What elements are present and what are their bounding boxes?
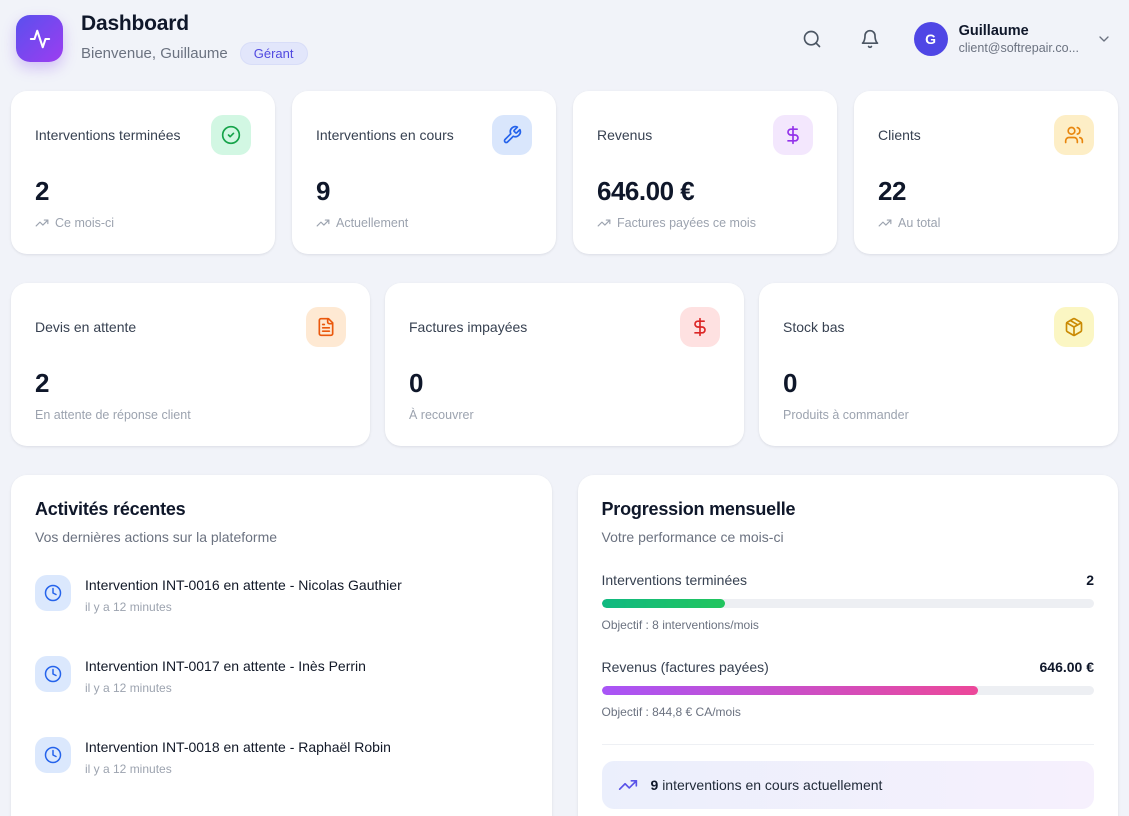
welcome-text: Bienvenue, Guillaume	[81, 45, 228, 62]
stat-title: Revenus	[597, 127, 653, 143]
progress-bar-fill	[601, 599, 725, 608]
metric-interventions: Interventions terminées 2 Objectif : 8 i…	[601, 572, 1094, 632]
header-left: Dashboard Bienvenue, Guillaume Gérant	[16, 12, 308, 65]
stat-card-factures-impayees: Factures impayées 0 À recouvrer	[385, 283, 744, 446]
dollar-sign-icon	[773, 115, 813, 155]
stat-value: 22	[878, 176, 906, 206]
metric-goal: Objectif : 844,8 € CA/mois	[601, 705, 741, 719]
role-badge: Gérant	[239, 42, 308, 65]
header-titles: Dashboard Bienvenue, Guillaume Gérant	[81, 12, 308, 65]
stat-value: 646.00 €	[597, 176, 695, 206]
activity-text: Intervention INT-0017 en attente - Inès …	[85, 658, 366, 674]
stat-caption: Au total	[878, 216, 1094, 230]
stat-caption: Factures payées ce mois	[597, 216, 813, 230]
stat-caption: Produits à commander	[783, 408, 909, 422]
activity-text: Intervention INT-0018 en attente - Rapha…	[85, 739, 391, 755]
trending-up-icon	[597, 216, 611, 230]
divider	[601, 744, 1094, 745]
activity-text: Intervention INT-0016 en attente - Nicol…	[85, 577, 402, 593]
recent-activities-panel: Activités récentes Vos dernières actions…	[11, 475, 552, 816]
search-icon	[802, 29, 822, 49]
metric-value: 2	[1086, 572, 1094, 588]
stat-title: Devis en attente	[35, 319, 137, 335]
user-info: Guillaume client@softrepair.co...	[959, 23, 1079, 55]
progress-bar-fill	[601, 686, 979, 695]
trending-up-icon	[316, 216, 330, 230]
stat-title: Stock bas	[783, 319, 845, 335]
activity-icon	[29, 28, 51, 50]
trending-up-icon	[35, 216, 49, 230]
wrench-icon	[492, 115, 532, 155]
app-logo	[16, 15, 63, 62]
stats-row-1: Interventions terminées 2 Ce mois-ci Int…	[11, 91, 1118, 254]
clock-icon	[35, 575, 71, 611]
monthly-progress-panel: Progression mensuelle Votre performance …	[577, 475, 1118, 816]
circle-check-icon	[211, 115, 251, 155]
stat-title: Interventions en cours	[316, 127, 454, 143]
in-progress-banner: 9 interventions en cours actuellement	[601, 761, 1094, 809]
page-title: Dashboard	[81, 12, 189, 35]
activity-list: Intervention INT-0016 en attente - Nicol…	[35, 575, 528, 776]
metric-revenus: Revenus (factures payées) 646.00 € Objec…	[601, 659, 1095, 719]
chevron-down-icon	[1096, 31, 1112, 47]
stat-title: Clients	[878, 127, 921, 143]
header-actions: G Guillaume client@softrepair.co...	[798, 21, 1112, 56]
stat-value: 0	[783, 368, 797, 398]
activity-time: il y a 12 minutes	[85, 600, 172, 614]
stat-title: Factures impayées	[409, 319, 528, 335]
activity-time: il y a 12 minutes	[85, 762, 172, 776]
stat-value: 2	[35, 176, 49, 206]
package-icon	[1054, 307, 1094, 347]
stat-card-revenus: Revenus 646.00 € Factures payées ce mois	[573, 91, 837, 254]
stat-caption: À recouvrer	[409, 408, 474, 422]
clock-icon	[35, 737, 71, 773]
bell-icon	[860, 29, 880, 49]
metric-label: Interventions terminées	[601, 572, 748, 588]
stat-caption: Ce mois-ci	[35, 216, 251, 230]
stat-card-stock-bas: Stock bas 0 Produits à commander	[759, 283, 1118, 446]
search-button[interactable]	[798, 25, 826, 53]
stat-card-interventions-en-cours: Interventions en cours 9 Actuellement	[292, 91, 556, 254]
stat-value: 9	[316, 176, 330, 206]
stat-value: 2	[35, 368, 49, 398]
banner-text: 9 interventions en cours actuellement	[650, 777, 883, 793]
bottom-section: Activités récentes Vos dernières actions…	[11, 475, 1118, 816]
activity-item: Intervention INT-0016 en attente - Nicol…	[35, 575, 528, 614]
activity-item: Intervention INT-0017 en attente - Inès …	[35, 656, 528, 695]
progress-subtitle: Votre performance ce mois-ci	[601, 529, 784, 545]
metric-value: 646.00 €	[1039, 659, 1095, 675]
clock-icon	[35, 656, 71, 692]
stat-card-interventions-terminees: Interventions terminées 2 Ce mois-ci	[11, 91, 275, 254]
activity-item: Intervention INT-0018 en attente - Rapha…	[35, 737, 528, 776]
user-name: Guillaume	[958, 22, 1029, 39]
stat-caption: En attente de réponse client	[35, 408, 191, 422]
metric-goal: Objectif : 8 interventions/mois	[601, 618, 759, 632]
dollar-sign-icon	[680, 307, 720, 347]
avatar: G	[913, 21, 948, 56]
trending-up-icon	[618, 775, 638, 795]
stat-value: 0	[409, 368, 423, 398]
stats-row-2: Devis en attente 2 En attente de réponse…	[11, 283, 1118, 446]
user-email: client@softrepair.co...	[958, 40, 1079, 55]
progress-bar-track	[601, 686, 1094, 695]
users-icon	[1054, 115, 1094, 155]
header: Dashboard Bienvenue, Guillaume Gérant G	[11, 10, 1118, 65]
stat-card-clients: Clients 22 Au total	[854, 91, 1118, 254]
progress-title: Progression mensuelle	[601, 499, 796, 519]
stat-title: Interventions terminées	[35, 127, 181, 143]
activities-subtitle: Vos dernières actions sur la plateforme	[35, 529, 278, 545]
metric-label: Revenus (factures payées)	[601, 659, 769, 675]
stat-caption: Actuellement	[316, 216, 532, 230]
progress-bar-track	[601, 599, 1094, 608]
activities-title: Activités récentes	[35, 499, 186, 519]
activity-time: il y a 12 minutes	[85, 681, 172, 695]
user-menu[interactable]: G Guillaume client@softrepair.co...	[913, 21, 1112, 56]
trending-up-icon	[878, 216, 892, 230]
stat-card-devis-en-attente: Devis en attente 2 En attente de réponse…	[11, 283, 370, 446]
file-text-icon	[306, 307, 346, 347]
notifications-button[interactable]	[856, 25, 884, 53]
